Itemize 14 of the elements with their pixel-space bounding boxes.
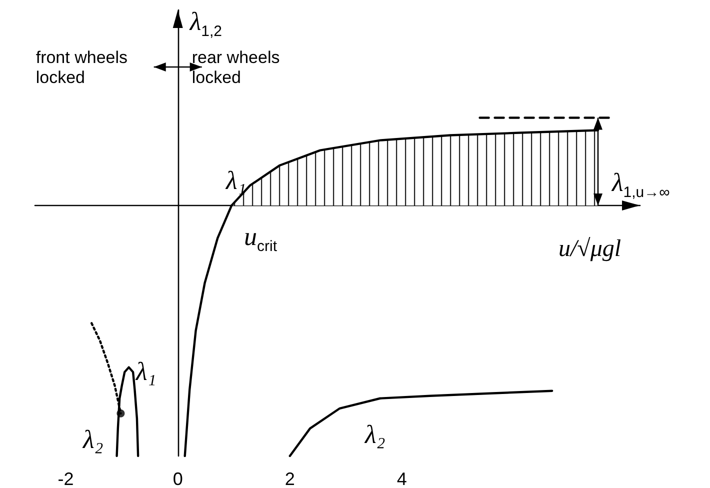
annotation: λ₁	[136, 357, 156, 386]
x-tick-label: 4	[396, 469, 407, 488]
x-tick-label: 2	[284, 469, 295, 488]
x-axis-title: u/√μgl	[558, 235, 622, 264]
x-tick-label: -2	[58, 469, 74, 488]
annotation: λ₁	[226, 166, 246, 195]
text: rear wheels locked	[192, 48, 281, 88]
annotation: λ₂	[83, 425, 104, 454]
y-axis-title: λ$_{1,2}$	[190, 7, 222, 42]
annotation: λ₂	[365, 420, 386, 449]
text: front wheels locked	[36, 48, 129, 88]
annotation: λ$_{1,u→∞}$	[612, 168, 670, 204]
x-tick-label: 0	[172, 469, 183, 488]
annotation: u$_{crit}$	[244, 222, 277, 258]
